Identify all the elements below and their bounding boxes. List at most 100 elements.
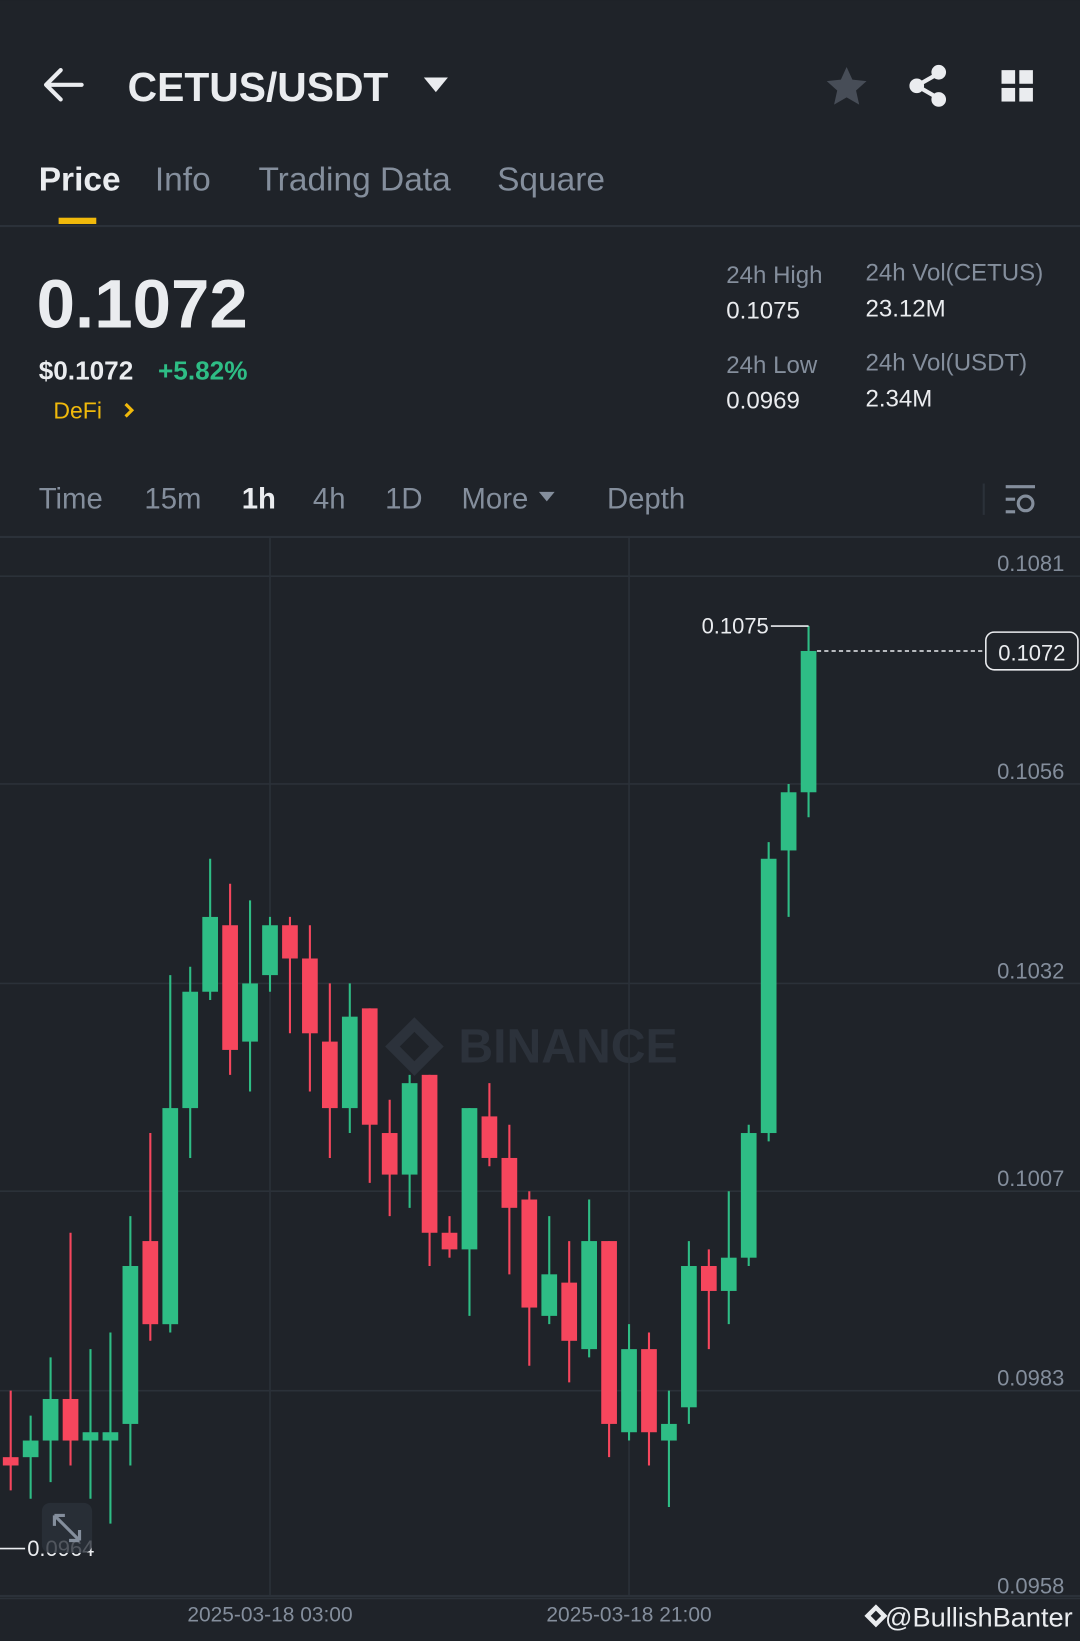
grid-square	[1019, 70, 1033, 84]
stat-label: 24h Vol(CETUS)	[865, 260, 1043, 287]
candle-body	[321, 1041, 338, 1109]
last-price-box	[985, 631, 1079, 671]
candle-body	[401, 1083, 418, 1175]
tab[interactable]: Square	[497, 162, 605, 199]
interval[interactable]: 4h	[313, 483, 346, 516]
candle-body	[521, 1199, 538, 1308]
candle-body	[42, 1398, 59, 1441]
share-dot	[931, 92, 947, 107]
grid-square	[1001, 70, 1016, 84]
candle-body	[601, 1241, 617, 1424]
y-tick-label: 0.1007	[997, 1166, 1064, 1191]
interval[interactable]: Depth	[607, 483, 685, 516]
sector-chevron	[124, 402, 135, 418]
interval[interactable]: Time	[39, 483, 103, 516]
candle-body	[222, 925, 238, 1050]
interval[interactable]: 1h	[242, 483, 276, 516]
tab[interactable]: Trading Data	[258, 162, 451, 199]
y-tick-label: 0.0958	[997, 1573, 1064, 1598]
candle-body	[681, 1266, 697, 1408]
candle-body	[262, 925, 278, 976]
candle-body	[461, 1108, 478, 1250]
candle-body	[421, 1074, 438, 1233]
grid-menu[interactable]	[1001, 70, 1033, 102]
candle-body	[441, 1232, 458, 1250]
candle-body	[581, 1241, 597, 1350]
candle-body	[361, 1008, 378, 1125]
x-tick-label: 2025-03-18 03:00	[187, 1603, 352, 1626]
watermark-text: BINANCE	[458, 1020, 677, 1074]
candle-body	[62, 1398, 79, 1441]
y-tick-label: 0.1032	[997, 958, 1064, 983]
stat-label: 24h Vol(USDT)	[865, 350, 1027, 377]
tab-underline	[58, 217, 97, 224]
y-tick-label: 0.0983	[997, 1366, 1064, 1391]
candle-body	[242, 983, 258, 1042]
candle-body	[2, 1457, 19, 1466]
candle-body	[621, 1349, 637, 1433]
candle-body	[780, 792, 797, 851]
interval[interactable]: 15m	[144, 483, 201, 516]
candle-body	[22, 1440, 39, 1458]
favorite-star[interactable]	[826, 67, 867, 105]
share-dot	[931, 64, 947, 80]
pair-title[interactable]: CETUS/USDT	[128, 64, 389, 110]
candle-body	[760, 858, 777, 1134]
settings-gear	[1016, 494, 1035, 513]
sector-tag[interactable]: DeFi	[53, 397, 102, 423]
candle-body	[501, 1157, 518, 1208]
stat-label: 24h High	[726, 262, 822, 289]
y-tick-label: 0.1056	[997, 759, 1064, 784]
last-price-label: 0.1072	[998, 641, 1065, 666]
candle-body	[481, 1116, 498, 1158]
candle-body	[82, 1432, 99, 1441]
candle-body	[182, 991, 199, 1109]
footer-handle: @BullishBanter	[885, 1601, 1073, 1632]
stat-value: 0.0969	[726, 387, 800, 414]
candle-body	[720, 1257, 737, 1291]
candle-body	[700, 1266, 717, 1291]
watermark-logo	[385, 1017, 444, 1076]
candle-body	[282, 925, 298, 959]
candle-body	[302, 958, 318, 1034]
high-marker-label: 0.1075	[702, 614, 769, 639]
chart-settings[interactable]	[1005, 485, 1035, 514]
share-dot	[909, 78, 925, 94]
stat-value: 2.34M	[865, 385, 932, 412]
back-arrow	[43, 68, 84, 102]
back-button[interactable]	[43, 68, 84, 102]
interval[interactable]: More	[462, 483, 529, 516]
candle-body	[561, 1282, 578, 1341]
stat-value: 0.1075	[726, 297, 800, 324]
last-price: 0.1072	[37, 265, 248, 343]
expand-button[interactable]	[41, 1502, 93, 1554]
candle-body	[102, 1432, 119, 1441]
candle-body	[740, 1133, 757, 1258]
price-change: +5.82%	[158, 356, 247, 386]
plot: 0.0958 0.0983 0.1007 0.1032 0.1056 0.1081 2025…	[0, 537, 1080, 1626]
usd-price: $0.1072	[39, 356, 134, 386]
grid-square	[1019, 87, 1033, 102]
stat-label: 24h Low	[726, 352, 818, 379]
stat-value: 23.12M	[865, 295, 945, 322]
candle-body	[541, 1274, 558, 1316]
grid-square	[1001, 87, 1016, 102]
candle-body	[122, 1266, 139, 1424]
candle-body	[341, 1016, 358, 1109]
candle-body	[202, 916, 219, 992]
candle-body	[162, 1108, 179, 1325]
candle-body	[381, 1133, 398, 1175]
candle-body	[661, 1423, 677, 1441]
candle-body	[800, 650, 817, 793]
expand-icon	[52, 1513, 82, 1543]
share-button[interactable]	[909, 64, 947, 107]
interval[interactable]: 1D	[385, 483, 422, 516]
pair-dropdown[interactable]	[423, 77, 448, 93]
tab[interactable]: Price	[39, 162, 121, 199]
y-tick-label: 0.1081	[997, 551, 1064, 576]
candle-body	[142, 1241, 159, 1325]
tab[interactable]: Info	[155, 162, 211, 199]
